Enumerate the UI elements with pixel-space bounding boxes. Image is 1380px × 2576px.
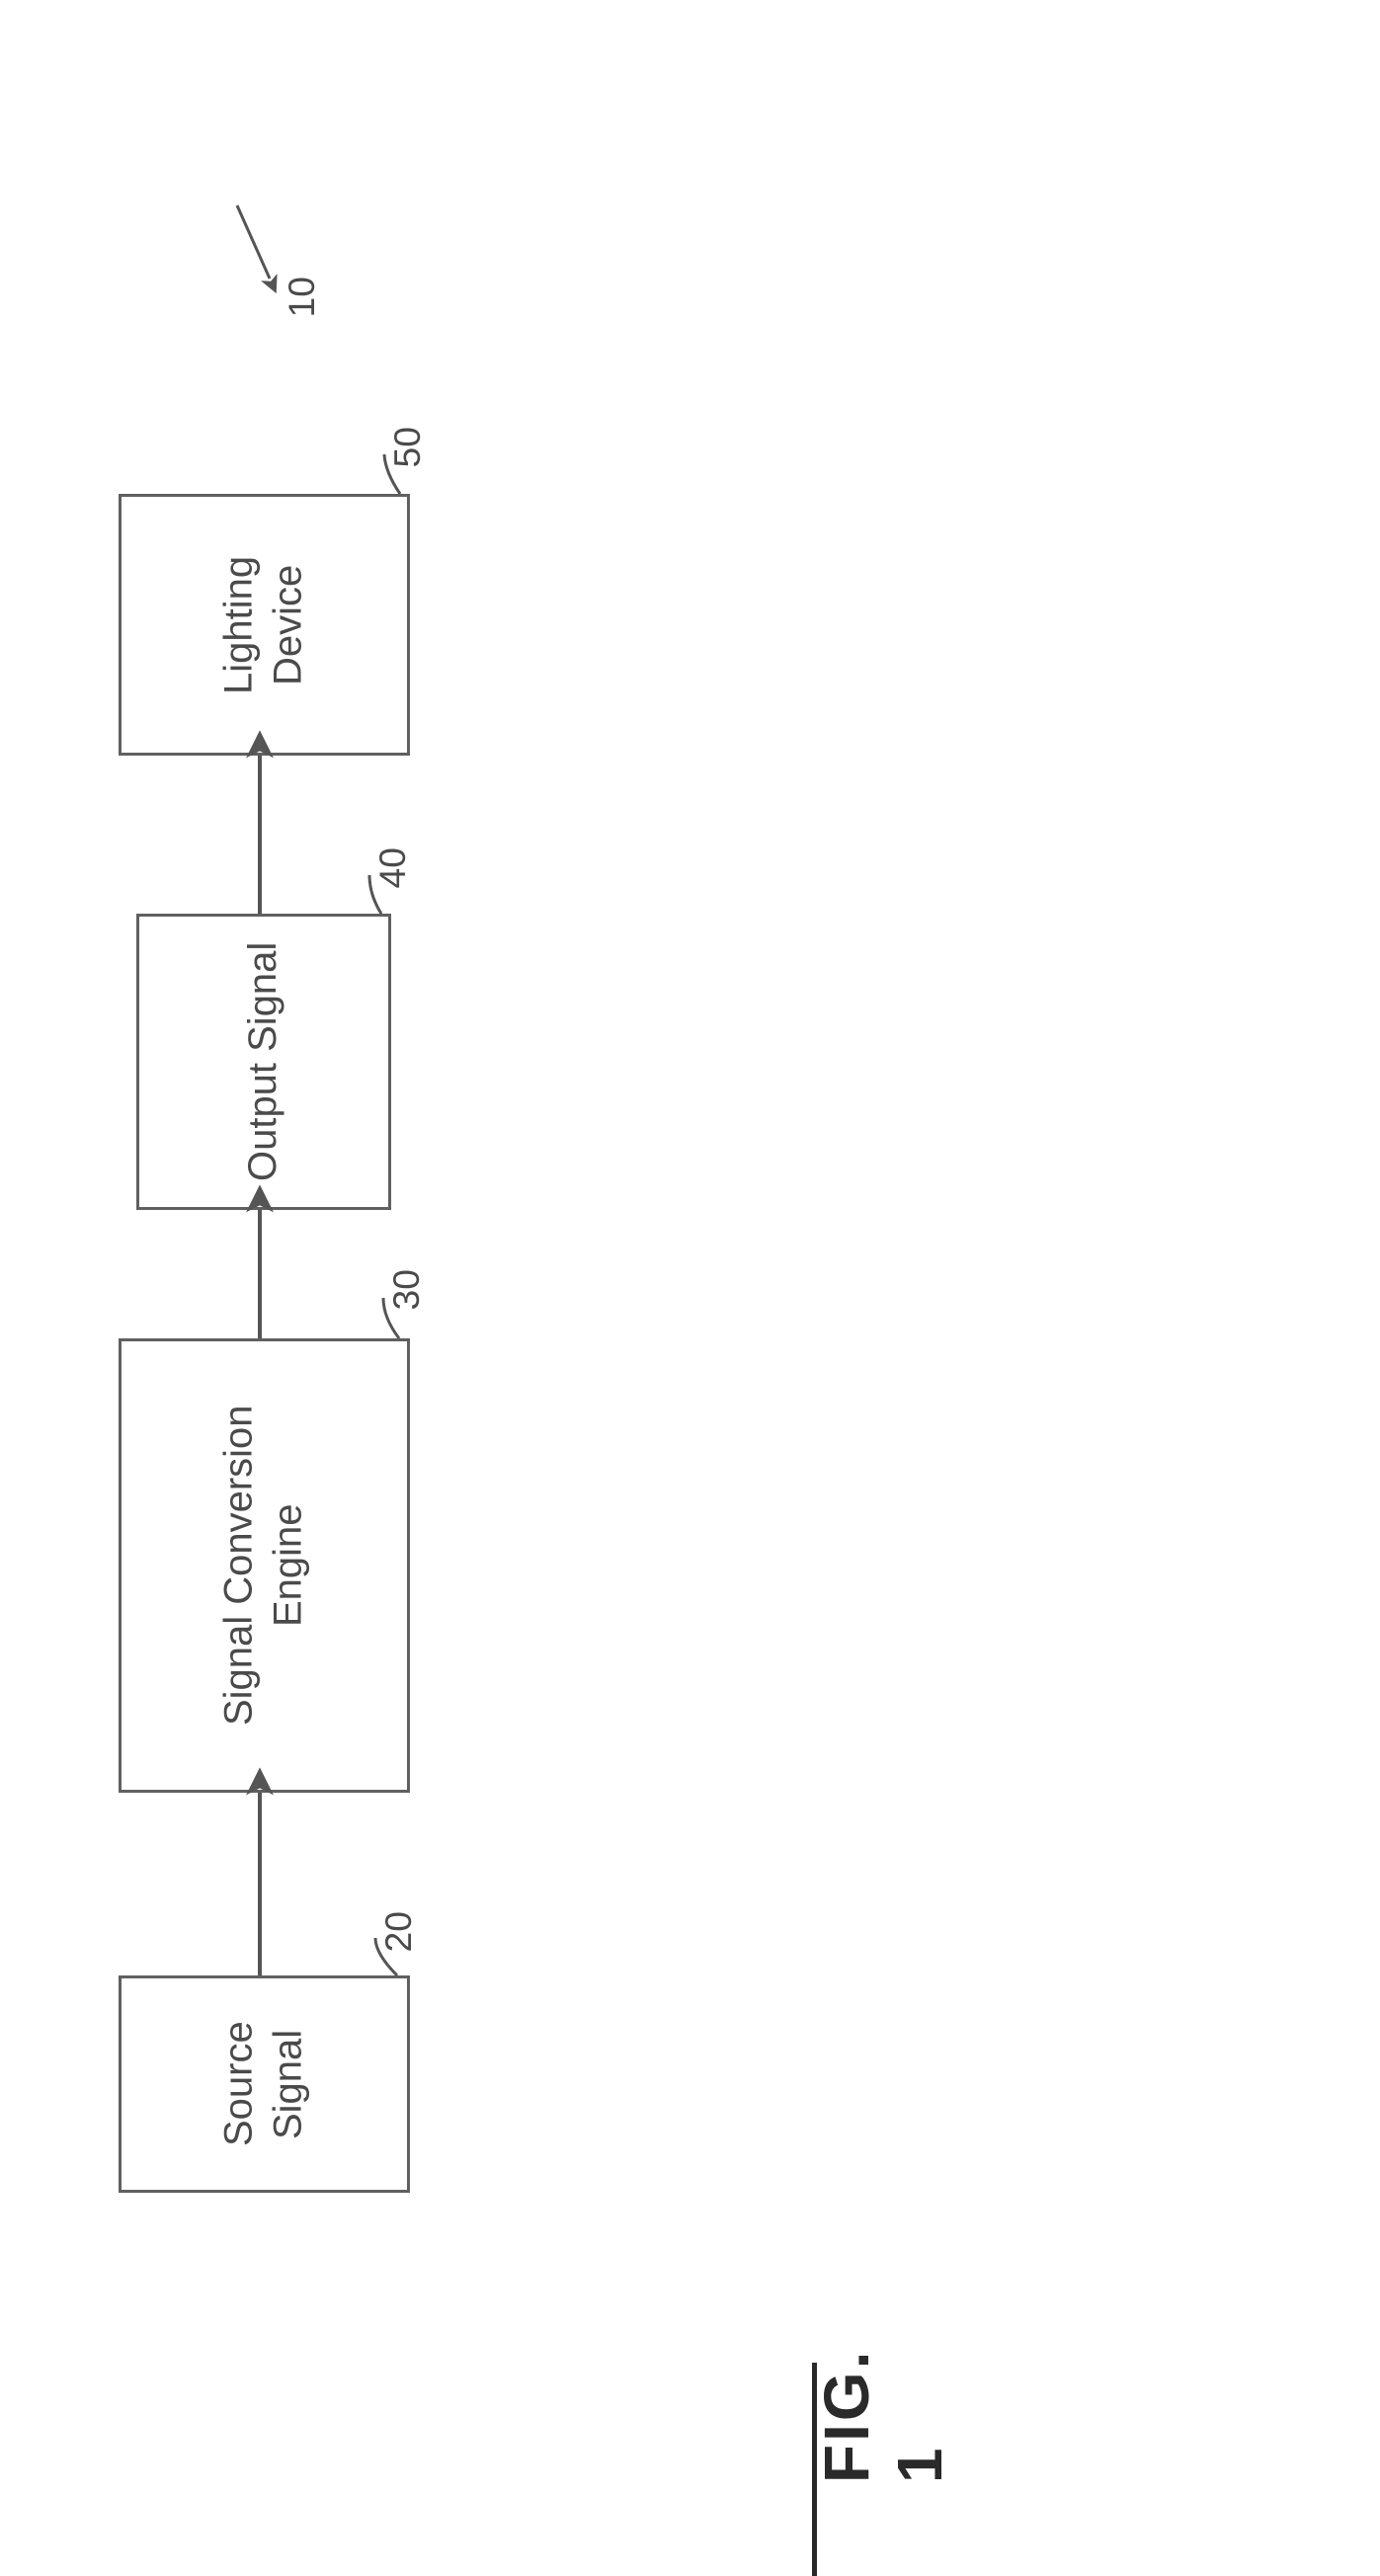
node-label: Lighting Device [215,505,314,745]
node-ref-source-signal: 20 [377,1911,420,1953]
node-lighting-device: Lighting Device [119,494,410,756]
system-ref-arrow [237,205,270,279]
figure-label-underline [812,2363,817,2576]
node-source-signal: Source Signal [119,1975,410,2193]
node-ref-lighting-device: 50 [386,427,429,468]
node-signal-conversion-engine: Signal ConversionEngine [119,1338,410,1793]
node-label: Source Signal [215,1986,314,2182]
diagram-canvas: Source Signal 20 Signal ConversionEngine… [0,0,1380,2483]
node-ref-output-signal: 40 [371,847,414,889]
node-label: Signal ConversionEngine [215,1406,314,1727]
node-ref-signal-conversion-engine: 30 [385,1269,428,1311]
figure-label: FIG. 1 [810,2292,956,2483]
node-output-signal: Output Signal [136,914,391,1210]
system-ref-label: 10 [281,277,323,318]
node-label: Output Signal [239,942,288,1181]
